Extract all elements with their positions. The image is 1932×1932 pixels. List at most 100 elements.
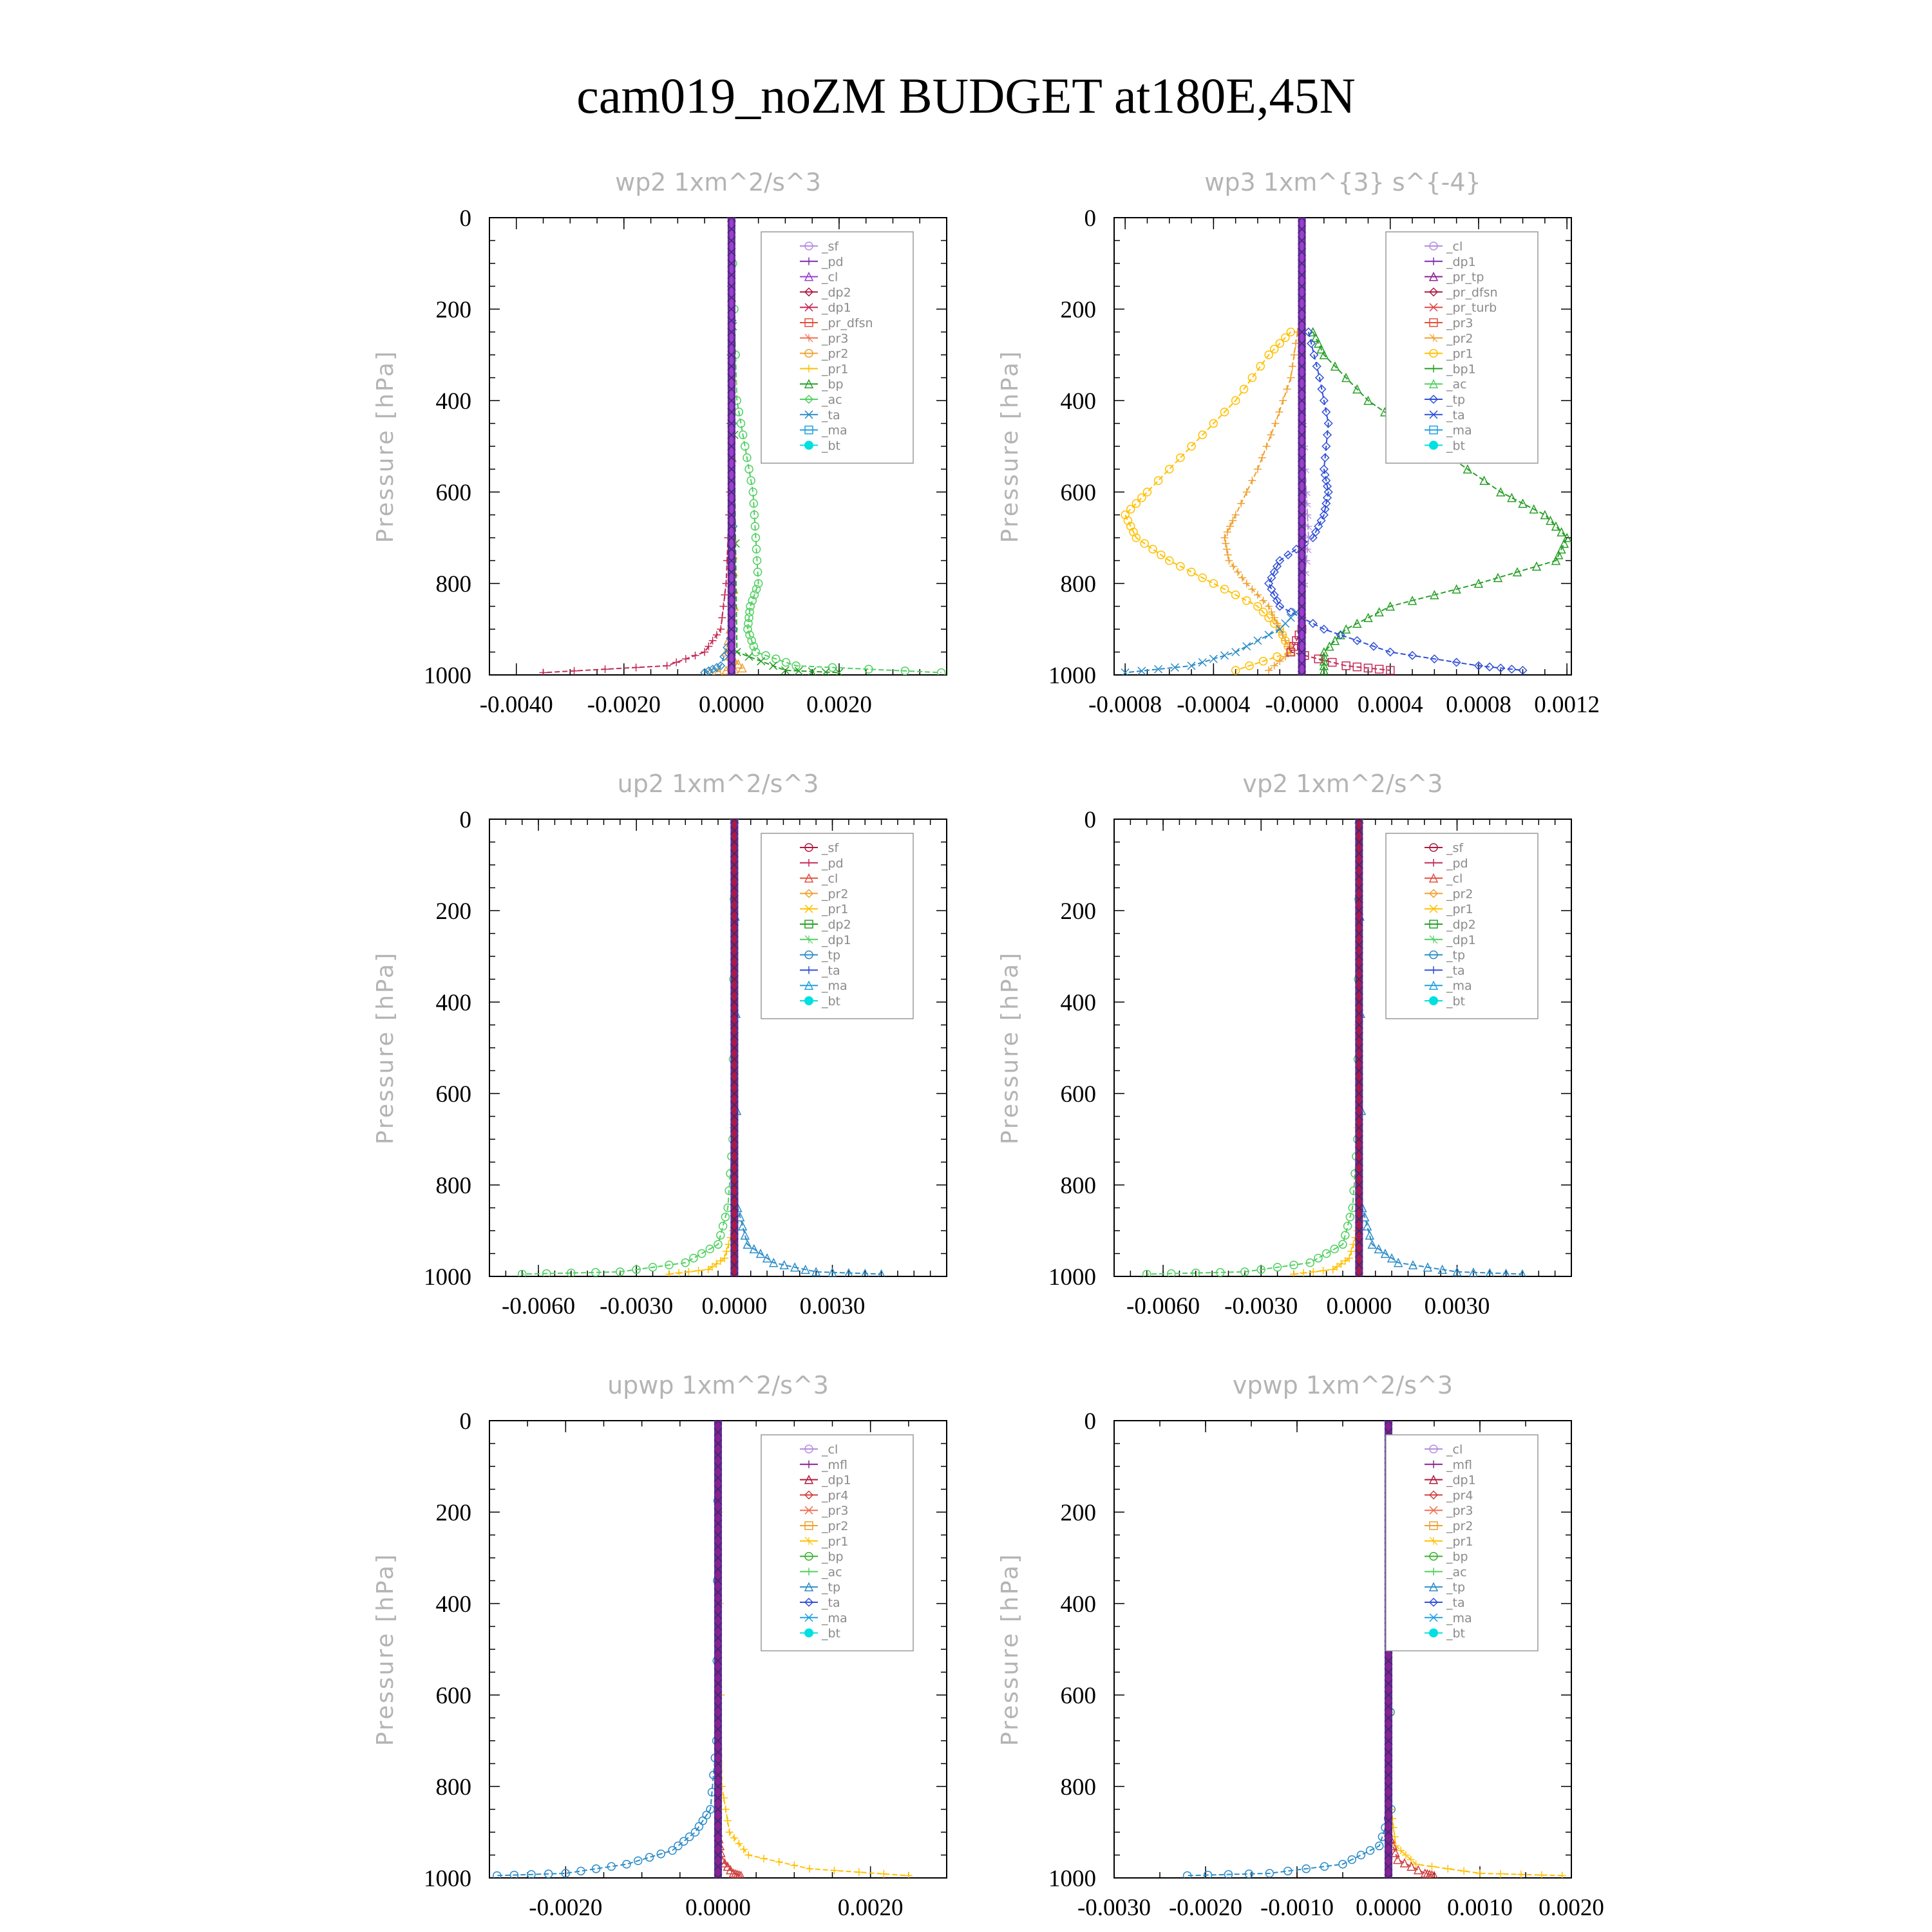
series-point: [1496, 663, 1506, 673]
series-point: [1336, 630, 1345, 639]
series-point: [622, 1859, 631, 1869]
series-point: [1554, 549, 1564, 560]
panel-6: vpwp 1xm^2/s^3 Pressure [hPa] 0 200 400 600 80…: [997, 1371, 1604, 1921]
series-point: [1330, 361, 1340, 371]
series-point: [1239, 384, 1249, 393]
y-axis-label: Pressure [hPa]: [997, 1553, 1023, 1746]
series-point: [714, 1530, 723, 1540]
series-point: [1238, 574, 1246, 582]
series-point: [730, 963, 739, 972]
legend-marker: [804, 1521, 813, 1530]
series-point: [1298, 362, 1307, 371]
legend-label: _ma: [821, 1611, 848, 1625]
legend-marker: [804, 440, 813, 450]
legend-marker: [804, 1506, 813, 1515]
series-point: [1298, 533, 1307, 542]
series-line: [1289, 629, 1390, 671]
legend-marker: [1429, 440, 1438, 450]
series-point: [744, 652, 753, 661]
series-point: [727, 339, 736, 348]
series-point: [1374, 665, 1384, 674]
series-point: [1354, 952, 1363, 961]
series-point: [714, 1736, 723, 1745]
series-point: [632, 663, 640, 672]
series-point: [730, 860, 739, 869]
series-point: [762, 1253, 772, 1263]
series-point: [1123, 516, 1133, 526]
series-point: [1412, 1860, 1420, 1868]
series-point: [714, 1473, 723, 1482]
legend-label: _pd: [821, 857, 844, 871]
series-point: [527, 1870, 536, 1878]
legend-marker: [1429, 996, 1438, 1005]
x-tick-label: 0.0008: [1446, 692, 1511, 718]
series-point: [1354, 1260, 1363, 1269]
series-point: [1384, 1770, 1393, 1779]
series-point: [727, 247, 736, 256]
legend-label: _pr2: [821, 887, 848, 901]
series-point: [1354, 1077, 1363, 1086]
series-point: [727, 373, 736, 383]
series-point: [714, 1782, 723, 1791]
series-point: [1176, 453, 1185, 462]
series-point: [1298, 236, 1307, 245]
series-point: [1393, 1258, 1403, 1267]
series-point: [1345, 1212, 1355, 1222]
x-tick-label: -0.0030: [600, 1293, 673, 1320]
series-point: [1298, 350, 1307, 359]
legend-marker: [1429, 242, 1438, 251]
series-point: [737, 1221, 748, 1231]
series-point: [748, 596, 757, 605]
series-point: [727, 408, 736, 417]
series-point: [1140, 539, 1149, 548]
series-point: [1321, 498, 1331, 508]
series-point: [726, 1864, 735, 1875]
legend-label: _dp1: [1446, 933, 1476, 947]
x-tick-label: 0.0004: [1358, 692, 1423, 718]
series-point: [681, 655, 690, 663]
legend-marker: [804, 394, 814, 404]
series-point: [1267, 608, 1276, 616]
series-point: [1298, 567, 1307, 576]
series-point: [1444, 1864, 1452, 1873]
legend-marker: [1428, 1597, 1439, 1607]
legend-label: _pr2: [821, 347, 848, 361]
series-point: [752, 545, 761, 554]
series-point: [730, 929, 739, 938]
series-point: [1224, 551, 1232, 559]
series-point: [727, 670, 736, 675]
panel-title: wp3 1xm^{3} s^{-4}: [1204, 168, 1481, 196]
panel-1: wp2 1xm^2/s^3 Pressure [hPa] 0 200 400 600 800…: [372, 168, 947, 718]
series-group: [517, 819, 886, 1276]
legend-label: _dp2: [1446, 918, 1476, 932]
series-point: [1289, 1260, 1298, 1269]
series-point: [1473, 661, 1484, 670]
legend-label: _bp: [821, 377, 844, 392]
legend-label: _pr1: [1446, 1535, 1473, 1549]
series-point: [721, 591, 729, 599]
series-point: [730, 1226, 739, 1235]
series-point: [1298, 556, 1307, 565]
series-point: [1496, 1870, 1504, 1878]
legend-box: [761, 833, 914, 1019]
series-point: [714, 1622, 723, 1631]
series-point: [1345, 1254, 1354, 1262]
series-point: [727, 396, 736, 405]
series-point: [714, 1496, 723, 1505]
series-point: [880, 1870, 888, 1878]
series-point: [1529, 504, 1539, 514]
series-point: [735, 1839, 743, 1848]
series-point: [700, 668, 710, 675]
series-point: [744, 613, 753, 622]
legend-label: _pr3: [821, 1504, 848, 1518]
series-point: [1354, 1032, 1363, 1041]
series-point: [1341, 661, 1350, 670]
series-point: [727, 442, 736, 451]
series-group: [1121, 218, 1571, 675]
series-point: [1198, 658, 1207, 667]
series-point: [753, 579, 763, 588]
series-point: [1198, 430, 1207, 439]
panel-title: up2 1xm^2/s^3: [618, 770, 819, 798]
series-point: [730, 986, 739, 995]
series-point: [761, 651, 770, 660]
